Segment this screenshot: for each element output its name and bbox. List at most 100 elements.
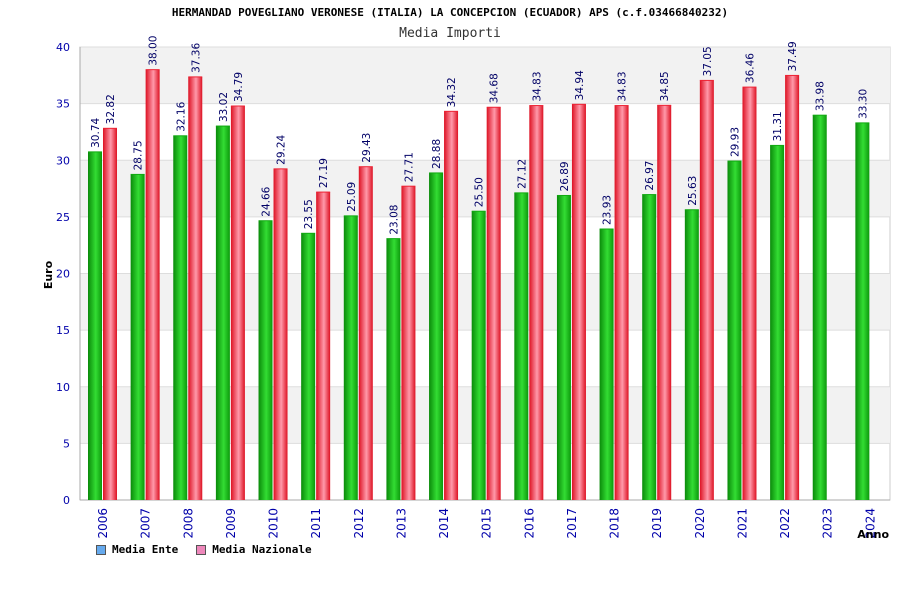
bar-media-nazionale (742, 87, 757, 500)
bar-media-ente (514, 192, 529, 500)
y-tick-label: 25 (56, 211, 70, 224)
y-axis-label: Euro (42, 260, 55, 289)
bar-media-nazionale (785, 75, 800, 500)
y-tick-label: 40 (56, 41, 70, 54)
legend: Media Ente Media Nazionale (96, 543, 312, 556)
bar-media-ente (684, 209, 699, 501)
data-label-media-nazionale: 37.49 (787, 41, 799, 71)
data-label-media-ente: 33.30 (857, 89, 869, 119)
bar-media-nazionale (358, 166, 373, 500)
data-label-media-nazionale: 29.43 (361, 133, 373, 163)
bar-media-nazionale (230, 106, 245, 501)
data-label-media-ente: 30.74 (90, 117, 102, 147)
bar-media-ente (642, 194, 657, 500)
data-label-media-ente: 33.02 (218, 92, 230, 122)
x-axis-ticks: 2006 2007 2008 2009 2010 2011 2012 2013 2014 2015… (96, 508, 877, 539)
bar-media-nazionale (486, 107, 501, 501)
bar-media-nazionale (699, 80, 714, 500)
bars (88, 69, 870, 501)
legend-swatch-media-nazionale (196, 544, 207, 555)
bar-media-nazionale (316, 192, 331, 501)
x-tick-label: 2014 (437, 508, 451, 539)
bar-media-ente (471, 211, 486, 500)
x-tick-label: 2013 (394, 508, 408, 539)
data-label-media-nazionale: 27.19 (318, 158, 330, 188)
data-label-media-nazionale: 27.71 (403, 152, 415, 182)
x-tick-label: 2016 (522, 508, 536, 539)
x-tick-label: 2012 (352, 508, 366, 539)
chart-subtitle: Media Importi (399, 26, 501, 41)
data-label-media-ente: 33.98 (815, 81, 827, 111)
data-label-media-ente: 23.55 (303, 199, 315, 229)
data-label-media-nazionale: 34.79 (233, 72, 245, 102)
bar-media-nazionale (188, 76, 203, 500)
data-label-media-nazionale: 34.32 (446, 77, 458, 107)
bar-media-nazionale (145, 69, 160, 501)
data-label-media-nazionale: 36.46 (744, 53, 756, 83)
data-label-media-nazionale: 37.36 (190, 43, 202, 73)
legend-label-media-nazionale: Media Nazionale (212, 543, 312, 556)
data-label-media-nazionale: 34.83 (617, 71, 629, 101)
x-tick-label: 2007 (139, 508, 153, 539)
x-tick-label: 2024 (863, 508, 877, 539)
x-tick-label: 2010 (267, 508, 281, 539)
bar-media-ente (173, 135, 188, 500)
x-tick-label: 2020 (693, 508, 707, 539)
bar-media-ente (301, 233, 316, 500)
legend-item-media-ente: Media Ente (96, 543, 178, 556)
bar-media-nazionale (444, 111, 459, 501)
data-label-media-ente: 31.31 (772, 111, 784, 141)
y-tick-label: 35 (56, 98, 70, 111)
data-label-media-ente: 23.93 (602, 195, 614, 225)
data-label-media-ente: 23.08 (388, 205, 400, 235)
x-tick-label: 2017 (565, 508, 579, 539)
data-label-media-ente: 26.97 (644, 161, 656, 191)
legend-item-media-nazionale: Media Nazionale (196, 543, 312, 556)
data-label-media-ente: 27.12 (516, 159, 528, 189)
x-tick-label: 2019 (650, 508, 664, 539)
bar-media-nazionale (529, 105, 544, 501)
data-label-media-nazionale: 37.05 (702, 46, 714, 76)
bar-media-nazionale (401, 186, 416, 500)
legend-label-media-ente: Media Ente (112, 543, 179, 556)
legend-swatch-media-ente (96, 544, 106, 555)
bar-media-nazionale (614, 105, 629, 501)
bar-media-nazionale (273, 168, 288, 500)
bar-media-nazionale (103, 128, 117, 500)
bar-media-ente (429, 172, 444, 500)
bar-media-ente (599, 228, 614, 501)
data-label-media-nazionale: 38.00 (148, 36, 160, 66)
x-tick-label: 2011 (309, 508, 323, 539)
data-label-media-ente: 24.66 (261, 186, 273, 216)
x-tick-label: 2023 (821, 508, 835, 539)
data-label-media-nazionale: 32.82 (105, 94, 117, 124)
bar-media-ente (855, 122, 870, 500)
data-label-media-ente: 28.75 (133, 140, 145, 170)
data-label-media-ente: 26.89 (559, 161, 571, 191)
data-label-media-nazionale: 34.68 (489, 73, 501, 103)
data-label-media-ente: 28.88 (431, 139, 443, 169)
bar-media-ente (812, 115, 827, 500)
data-label-media-ente: 32.16 (175, 101, 187, 131)
bar-media-ente (727, 161, 742, 500)
bar-media-ente (258, 220, 273, 500)
y-tick-label: 10 (56, 381, 70, 394)
x-tick-label: 2006 (96, 508, 110, 539)
bar-media-ente (343, 215, 358, 500)
y-tick-label: 30 (56, 154, 70, 167)
bar-media-nazionale (657, 105, 672, 500)
data-label-media-ente: 25.63 (687, 176, 699, 206)
x-axis-label: Anno (857, 528, 889, 541)
x-tick-label: 2009 (224, 508, 238, 539)
x-tick-label: 2021 (735, 508, 749, 539)
data-label-media-ente: 25.50 (474, 177, 486, 207)
bar-media-ente (556, 195, 571, 500)
data-label-media-ente: 29.93 (729, 127, 741, 157)
bar-media-ente (88, 151, 102, 500)
y-tick-label: 20 (56, 268, 70, 281)
x-tick-label: 2022 (778, 508, 792, 539)
bar-media-nazionale (571, 104, 586, 500)
data-label-media-ente: 25.09 (346, 182, 358, 212)
